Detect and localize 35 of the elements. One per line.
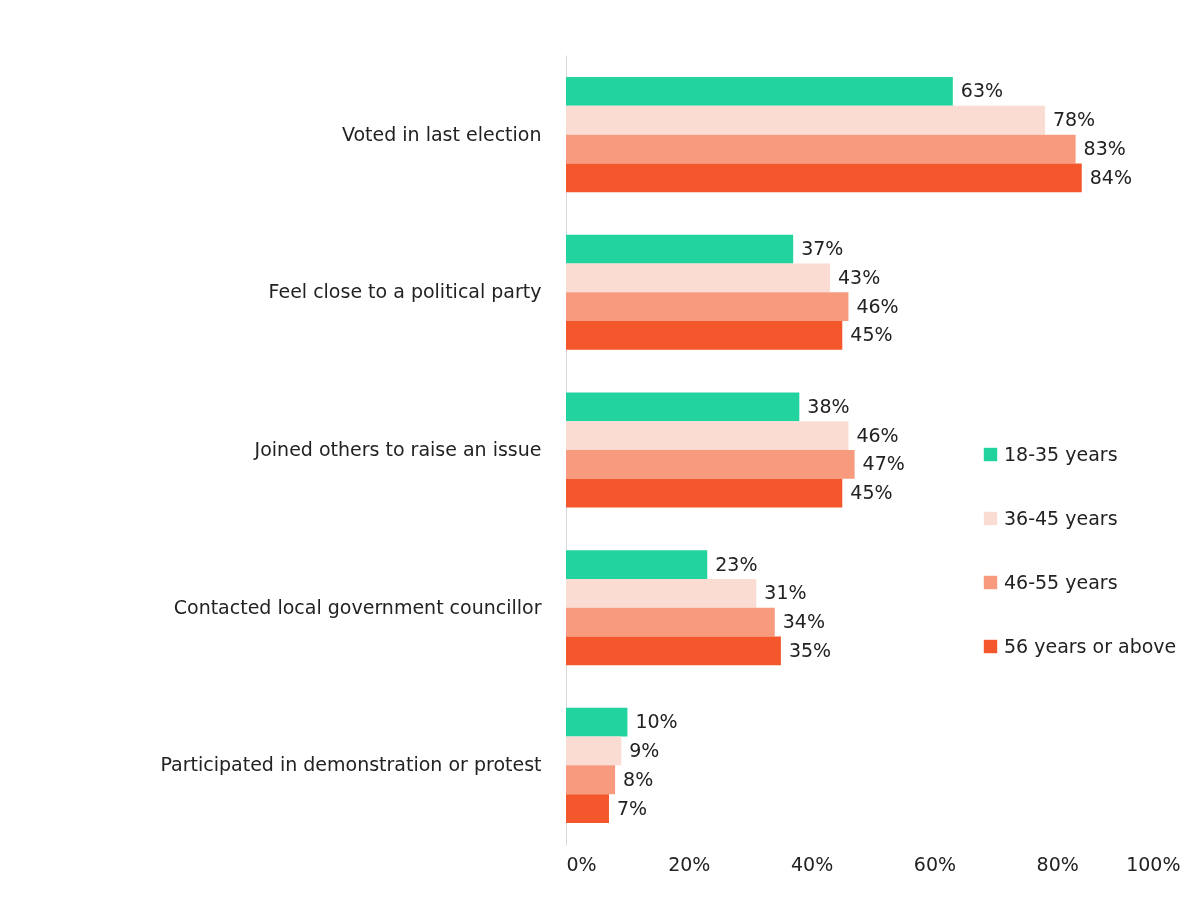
y-tick-label: Voted in last election bbox=[341, 122, 542, 145]
data-label: 46% bbox=[856, 423, 899, 446]
data-label: 35% bbox=[788, 638, 832, 661]
x-tick-label: 60% bbox=[913, 852, 957, 875]
legend-label: 46-55 years bbox=[1004, 570, 1118, 593]
legend-label: 36-45 years bbox=[1004, 506, 1118, 529]
data-label: 31% bbox=[764, 581, 807, 604]
data-label: 45% bbox=[850, 323, 893, 346]
data-label: 45% bbox=[850, 481, 893, 504]
data-label: 47% bbox=[862, 452, 905, 475]
legend-label: 18-35 years bbox=[1004, 442, 1118, 465]
legend-label: 56 years or above bbox=[1004, 634, 1177, 657]
data-label: 84% bbox=[1089, 165, 1132, 188]
data-label: 9% bbox=[629, 738, 660, 761]
y-tick-label: Participated in demonstration or protest bbox=[160, 753, 542, 776]
data-label: 46% bbox=[856, 294, 899, 317]
data-label: 23% bbox=[715, 552, 758, 575]
data-label: 10% bbox=[635, 710, 678, 733]
data-label: 38% bbox=[807, 394, 850, 417]
data-label: 34% bbox=[782, 610, 825, 633]
x-tick-label: 40% bbox=[790, 852, 834, 875]
x-tick-label: 80% bbox=[1036, 852, 1079, 875]
data-label: 78% bbox=[1052, 108, 1096, 131]
y-tick-label: Joined others to raise an issue bbox=[253, 438, 542, 460]
data-label: 63% bbox=[960, 79, 1004, 102]
data-label: 83% bbox=[1083, 137, 1126, 160]
x-tick-label: 100% bbox=[1126, 852, 1181, 875]
data-label: 43% bbox=[838, 265, 881, 288]
x-tick-label: 0% bbox=[566, 852, 597, 875]
data-label: 7% bbox=[616, 796, 648, 819]
y-tick-label: Feel close to a political party bbox=[268, 280, 542, 303]
data-label: 37% bbox=[801, 237, 844, 260]
data-label: 8% bbox=[623, 767, 654, 790]
x-tick-label: 20% bbox=[668, 852, 711, 875]
y-tick-label: Contacted local government councillor bbox=[173, 595, 542, 618]
